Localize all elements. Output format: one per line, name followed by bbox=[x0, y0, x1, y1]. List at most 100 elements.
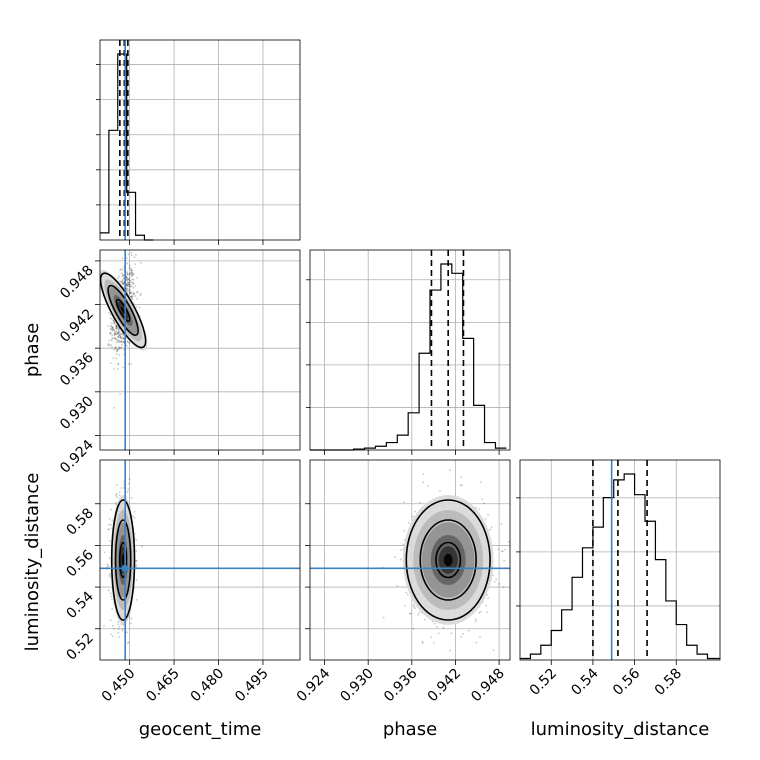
sample-point bbox=[127, 278, 130, 281]
sample-point bbox=[132, 291, 135, 294]
sample-point bbox=[118, 336, 121, 339]
sample-point bbox=[134, 263, 137, 265]
sample-point bbox=[112, 319, 115, 322]
density-fill bbox=[121, 553, 125, 567]
sample-point bbox=[413, 603, 415, 606]
sample-point bbox=[114, 332, 116, 335]
sample-point bbox=[107, 528, 109, 531]
sample-point bbox=[130, 282, 133, 284]
sample-point bbox=[109, 592, 112, 595]
sample-point bbox=[461, 484, 463, 487]
density-fill bbox=[443, 553, 453, 567]
sample-point bbox=[117, 631, 120, 634]
sample-point bbox=[417, 613, 419, 616]
sample-point bbox=[121, 280, 124, 283]
sample-point bbox=[128, 278, 130, 281]
sample-point bbox=[436, 625, 439, 628]
sample-point bbox=[110, 523, 113, 526]
ylabel-luminosity-distance: luminosity_distance bbox=[22, 473, 43, 652]
sample-point bbox=[125, 344, 128, 347]
sample-point bbox=[122, 282, 124, 285]
sample-point bbox=[128, 273, 131, 275]
contour-line bbox=[435, 541, 462, 579]
sample-point bbox=[479, 611, 482, 613]
sample-point bbox=[118, 328, 121, 331]
sample-point bbox=[135, 254, 137, 256]
sample-point bbox=[118, 334, 121, 337]
sample-point bbox=[110, 324, 112, 327]
sample-point bbox=[135, 291, 138, 293]
sample-point bbox=[127, 363, 130, 366]
sample-point bbox=[130, 295, 133, 298]
sample-point bbox=[130, 295, 133, 298]
sample-point bbox=[119, 347, 122, 350]
sample-point bbox=[115, 325, 118, 328]
sample-point bbox=[114, 347, 117, 349]
sample-point bbox=[449, 469, 452, 471]
sample-point bbox=[475, 641, 478, 644]
sample-point bbox=[117, 330, 120, 332]
sample-point bbox=[135, 550, 138, 552]
sample-point bbox=[121, 275, 124, 277]
sample-point bbox=[109, 344, 112, 347]
sample-point bbox=[111, 328, 114, 330]
sample-point bbox=[116, 367, 119, 370]
sample-point bbox=[111, 317, 113, 320]
sample-point bbox=[422, 473, 425, 476]
sample-point bbox=[110, 633, 112, 636]
sample-point bbox=[135, 559, 138, 562]
sample-point bbox=[111, 337, 114, 340]
sample-point bbox=[409, 612, 411, 615]
ylabel-phase: phase bbox=[22, 323, 43, 377]
sample-point bbox=[132, 286, 135, 289]
sample-point bbox=[118, 339, 120, 342]
sample-point bbox=[115, 326, 118, 329]
sample-point bbox=[412, 627, 415, 630]
sample-point bbox=[109, 317, 112, 320]
sample-point bbox=[130, 271, 133, 274]
sample-point bbox=[106, 563, 109, 566]
sample-point bbox=[118, 280, 121, 283]
sample-point bbox=[394, 556, 397, 558]
sample-point bbox=[459, 484, 462, 487]
sample-point bbox=[129, 295, 132, 298]
sample-point bbox=[116, 327, 119, 330]
sample-point bbox=[139, 294, 142, 297]
sample-point bbox=[430, 636, 433, 639]
sample-point bbox=[497, 582, 500, 585]
sample-point bbox=[135, 564, 138, 567]
sample-point bbox=[121, 337, 124, 340]
sample-point bbox=[119, 336, 122, 339]
sample-point bbox=[135, 560, 138, 563]
sample-point bbox=[132, 515, 134, 518]
sample-point bbox=[118, 491, 121, 494]
sample-point bbox=[127, 283, 130, 285]
panel-frame bbox=[309, 249, 511, 451]
sample-point bbox=[130, 363, 133, 365]
sample-point bbox=[114, 337, 117, 340]
sample-point bbox=[481, 498, 483, 501]
sample-point bbox=[116, 483, 118, 486]
sample-point bbox=[121, 343, 123, 346]
panel-content bbox=[100, 460, 300, 660]
sample-point bbox=[136, 276, 138, 279]
sample-point bbox=[507, 540, 510, 543]
sample-point bbox=[129, 286, 132, 288]
sample-point bbox=[115, 493, 118, 495]
sample-point bbox=[103, 551, 106, 554]
sample-point bbox=[106, 565, 109, 568]
sample-point bbox=[132, 278, 135, 281]
sample-point bbox=[467, 629, 470, 632]
sample-point bbox=[114, 331, 117, 334]
sample-point bbox=[126, 272, 129, 275]
sample-point bbox=[136, 297, 139, 300]
sample-point bbox=[107, 344, 110, 346]
sample-point bbox=[111, 607, 114, 610]
sample-point bbox=[136, 291, 139, 294]
sample-point bbox=[483, 502, 485, 505]
sample-point bbox=[115, 346, 117, 348]
sample-point bbox=[125, 288, 128, 290]
panel-frame bbox=[99, 459, 301, 661]
sample-point bbox=[107, 325, 110, 327]
sample-point bbox=[129, 272, 132, 275]
